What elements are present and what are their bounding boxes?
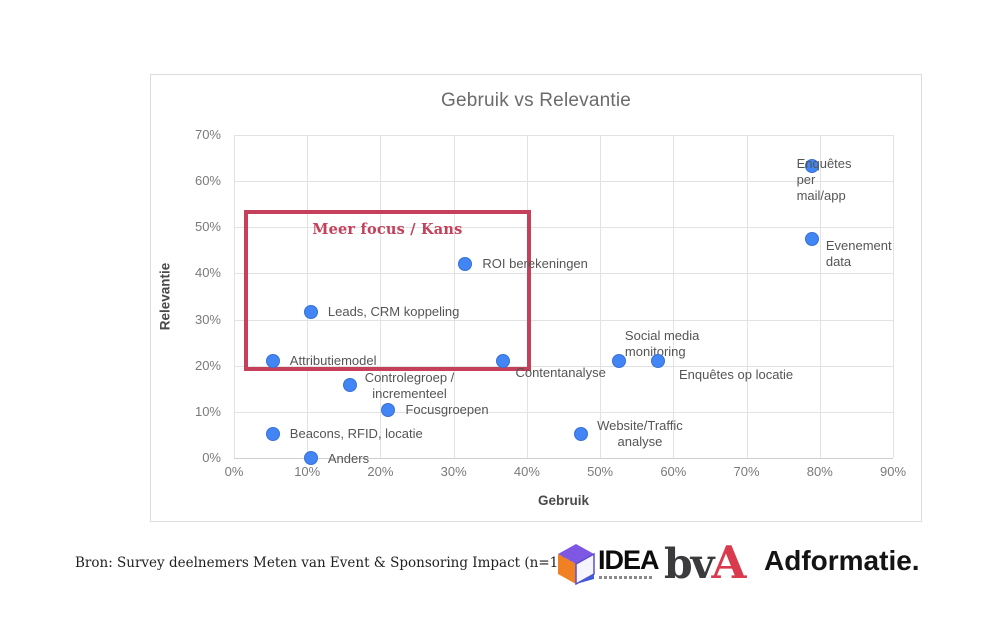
idea-logo-text: IDEA: [598, 545, 660, 575]
data-point: [804, 232, 819, 247]
data-point: [342, 378, 357, 393]
x-tick-label: 10%: [294, 464, 321, 479]
data-point-label: Anders: [327, 451, 370, 466]
y-tick-label: 50%: [194, 219, 221, 235]
data-point-label: ROI berekeningen: [482, 255, 588, 271]
data-point: [303, 305, 318, 320]
x-tick-label: 40%: [513, 464, 540, 479]
grid-line-vertical: [307, 135, 309, 458]
source-note: Bron: Survey deelnemers Meten van Event …: [75, 555, 573, 571]
x-tick-label: 80%: [806, 464, 833, 479]
x-axis-title: Gebruik: [537, 493, 589, 508]
grid-line-horizontal: [234, 181, 893, 183]
data-point: [612, 353, 627, 368]
data-point: [804, 159, 819, 174]
data-point-label: Contentanalyse: [515, 364, 606, 380]
x-tick-label: 70%: [733, 464, 760, 479]
grid-line-vertical: [893, 135, 894, 458]
adformatie-logo: Adformatie.: [764, 545, 920, 576]
y-tick-label: 60%: [194, 173, 221, 189]
annotation-label: Meer focus / Kans: [312, 220, 463, 238]
data-point: [458, 256, 473, 271]
data-point-label: Focusgroepen: [405, 401, 489, 417]
data-point: [650, 353, 665, 368]
grid-line-horizontal: [234, 365, 893, 367]
y-tick-label: 30%: [194, 311, 221, 327]
data-point: [303, 451, 318, 465]
grid-line-horizontal: [234, 411, 893, 413]
chart-card: Gebruik vs Relevantie 0% 10% 20% 30% 40% 50% 6…: [150, 74, 922, 522]
grid-line-vertical: [453, 135, 455, 458]
x-tick-label: 60%: [660, 464, 687, 479]
data-point-label: Enquêtes per mail/app: [796, 156, 852, 204]
y-axis-title: Relevantie: [157, 262, 173, 331]
data-point-label: Website/Traffic analyse: [597, 417, 683, 449]
x-tick-label: 90%: [879, 464, 907, 479]
annotation-box: Meer focus / Kans: [244, 209, 531, 371]
y-tick-label: 0%: [202, 450, 221, 465]
data-point-label: Enquêtes op locatie: [678, 366, 794, 382]
x-tick-label: 0%: [224, 464, 244, 479]
y-tick-label: 20%: [194, 357, 221, 373]
grid-line-vertical: [234, 135, 235, 458]
grid-line-vertical: [380, 135, 382, 458]
grid-line-vertical: [746, 135, 748, 458]
bva-logo: bvA: [664, 536, 746, 589]
idea-logo-tagline: [599, 576, 653, 579]
plot-area: 0% 10% 20% 30% 40% 50% 60% 70% 80% 90% 0% 10% 20% 30%…: [195, 127, 906, 479]
x-tick-label: 50%: [587, 464, 614, 479]
data-point-label: Evenement data: [825, 238, 892, 270]
grid-line-horizontal: [234, 227, 893, 229]
data-point: [381, 402, 396, 417]
y-tick-label: 40%: [194, 265, 221, 281]
idea-logo: IDEA: [556, 543, 660, 585]
data-point-label: Leads, CRM koppeling: [327, 304, 460, 320]
data-point-label: Controlegroep / incrementeel: [364, 370, 455, 402]
data-point-label: Beacons, RFID, locatie: [289, 425, 423, 441]
data-point: [265, 426, 280, 441]
grid-line-horizontal: [234, 458, 893, 459]
grid-line-vertical: [673, 135, 675, 458]
y-tick-label: 10%: [194, 403, 221, 419]
grid-line-vertical: [600, 135, 602, 458]
x-tick-label: 20%: [367, 464, 394, 479]
y-tick-label: 70%: [194, 127, 221, 142]
grid-line-horizontal: [234, 319, 893, 321]
grid-line-horizontal: [234, 135, 893, 136]
data-point: [496, 353, 511, 368]
bva-logo-text-dark: bv: [664, 540, 714, 588]
grid-line-horizontal: [234, 273, 893, 275]
data-point: [265, 353, 280, 368]
bva-logo-text-red: A: [711, 536, 747, 589]
grid-line-vertical: [819, 135, 821, 458]
data-point-label: Attributiemodel: [289, 352, 377, 368]
data-point-label: Social media monitoring: [624, 327, 700, 359]
chart-title: Gebruik vs Relevantie: [440, 90, 632, 111]
x-tick-label: 30%: [440, 464, 467, 479]
data-point: [574, 426, 589, 441]
